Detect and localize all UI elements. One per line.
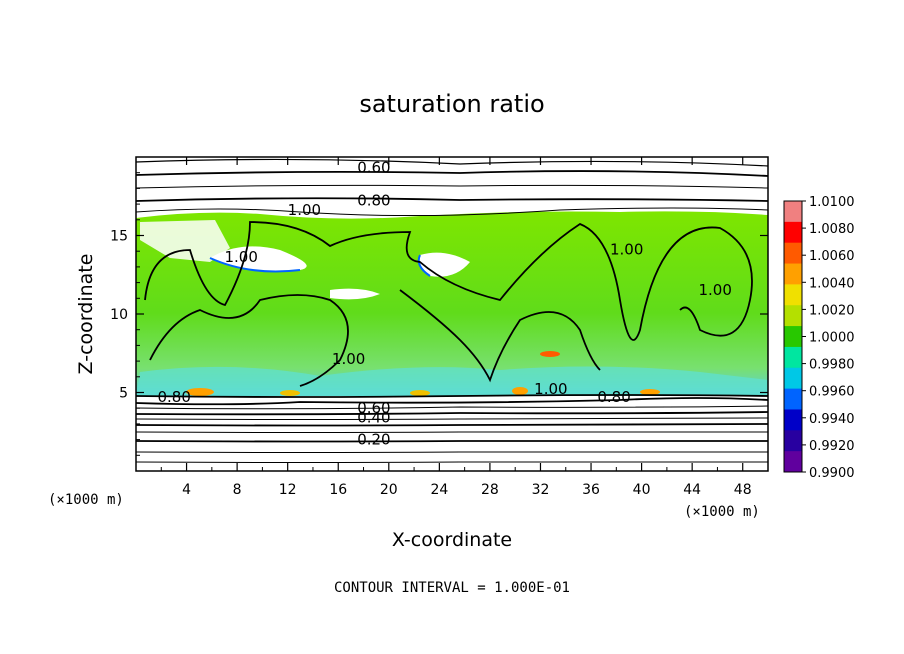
cyan-band <box>136 366 768 396</box>
contour-label: 1.00 <box>288 201 321 219</box>
colorbar-swatch <box>784 201 802 223</box>
contour-line <box>144 221 753 341</box>
colorbar-swatch <box>784 367 802 390</box>
warm-spot <box>640 389 660 395</box>
contour-label: 0.20 <box>357 430 390 448</box>
dry-pocket <box>330 288 380 300</box>
contour-line <box>135 197 769 202</box>
colorbar-label: 1.0060 <box>809 249 855 264</box>
colorbar-swatch <box>784 409 802 431</box>
colorbar-swatch <box>784 263 802 285</box>
pocket-edge <box>209 257 301 273</box>
colorbar-swatch <box>784 430 802 452</box>
y-tick-label: 5 <box>119 386 128 402</box>
colorbar-swatch <box>784 326 802 348</box>
contour-line <box>399 289 601 383</box>
contour-label: 0.40 <box>357 408 390 426</box>
contour-labels: 0.60 0.80 1.00 1.00 1.00 1.00 1.00 0.80 1.00 0.80… <box>157 159 731 449</box>
contour-line <box>135 207 769 217</box>
x-tick-label: 4 <box>182 482 191 498</box>
x-axis: 4 8 12 16 20 24 28 32 36 40 44 48 <box>160 157 752 498</box>
x-axis-unit: (×1000 m) <box>684 504 760 520</box>
contour-line <box>135 170 769 177</box>
contour-line <box>135 417 769 420</box>
colorbar-label: 1.0100 <box>809 195 855 210</box>
contour-interval-note: CONTOUR INTERVAL = 1.000E-01 <box>334 580 570 596</box>
colorbar-label: 1.0040 <box>809 276 855 291</box>
colorbar-label: 0.9980 <box>809 358 855 373</box>
contour-line <box>135 411 769 416</box>
colorbar-label: 0.9940 <box>809 412 855 427</box>
x-tick-label: 20 <box>380 482 398 498</box>
x-tick-label: 32 <box>532 482 550 498</box>
contour-line <box>135 405 769 410</box>
contour-label: 0.80 <box>597 388 630 406</box>
warm-spot <box>410 390 430 396</box>
y-axis-unit: (×1000 m) <box>48 492 124 508</box>
pocket-edge <box>417 254 431 277</box>
colorbar: 1.0100 1.0080 1.0060 1.0040 1.0020 1.0000 0.99… <box>783 195 855 481</box>
contour-label: 0.80 <box>357 192 390 210</box>
contour-line <box>135 431 768 433</box>
contour-line <box>135 451 768 453</box>
colorbar-label: 1.0080 <box>809 222 855 237</box>
chart-title: saturation ratio <box>359 90 544 118</box>
dry-pocket <box>210 246 307 272</box>
colorbar-swatch <box>784 284 802 306</box>
contour-line <box>135 423 769 427</box>
warm-spot <box>186 388 214 396</box>
warm-spot <box>280 390 300 396</box>
x-tick-label: 28 <box>481 482 499 498</box>
contour-line <box>135 461 768 463</box>
colorbar-swatch <box>784 451 802 473</box>
contour-line <box>135 394 769 398</box>
x-tick-label: 36 <box>582 482 600 498</box>
colorbar-swatch <box>784 388 802 410</box>
warm-spot <box>540 351 560 357</box>
contour-lines <box>135 158 769 463</box>
x-tick-label: 8 <box>233 482 242 498</box>
warm-spot <box>512 387 528 395</box>
contour-label: 1.00 <box>610 240 643 258</box>
dry-pocket <box>140 220 230 262</box>
x-tick-label: 40 <box>633 482 651 498</box>
plot-area <box>136 157 768 471</box>
colorbar-swatch <box>784 346 802 369</box>
x-tick-label: 12 <box>279 482 297 498</box>
contour-label: 1.00 <box>534 380 567 398</box>
contour-label: 1.00 <box>698 281 731 299</box>
colorbar-label: 0.9900 <box>809 466 855 481</box>
colorbar-swatch <box>784 221 802 244</box>
x-axis-title: X-coordinate <box>392 529 512 551</box>
x-tick-label: 16 <box>329 482 347 498</box>
colorbar-label: 1.0000 <box>809 331 855 346</box>
colorbar-swatch <box>784 242 802 265</box>
contour-label: 0.60 <box>357 399 390 417</box>
contour-line <box>135 440 768 443</box>
contour-label: 0.80 <box>157 388 190 406</box>
contour-line <box>135 158 769 167</box>
contour-line <box>149 294 349 387</box>
colorbar-label: 0.9920 <box>809 439 855 454</box>
x-tick-label: 48 <box>734 482 752 498</box>
contour-label: 0.60 <box>357 159 390 177</box>
colorbar-swatch <box>784 305 802 327</box>
x-tick-label: 24 <box>430 482 448 498</box>
contour-label: 1.00 <box>332 350 365 368</box>
colorbar-label: 1.0020 <box>809 303 855 318</box>
colorbar-label: 0.9960 <box>809 385 855 400</box>
y-axis-title: Z-coordinate <box>75 254 97 375</box>
x-tick-label: 44 <box>683 482 701 498</box>
y-tick-label: 15 <box>110 229 128 245</box>
y-tick-label: 10 <box>110 307 128 323</box>
contour-line <box>135 397 769 406</box>
y-axis: 5 10 15 <box>110 172 768 456</box>
contour-line <box>135 184 769 189</box>
contour-label: 1.00 <box>224 248 257 266</box>
